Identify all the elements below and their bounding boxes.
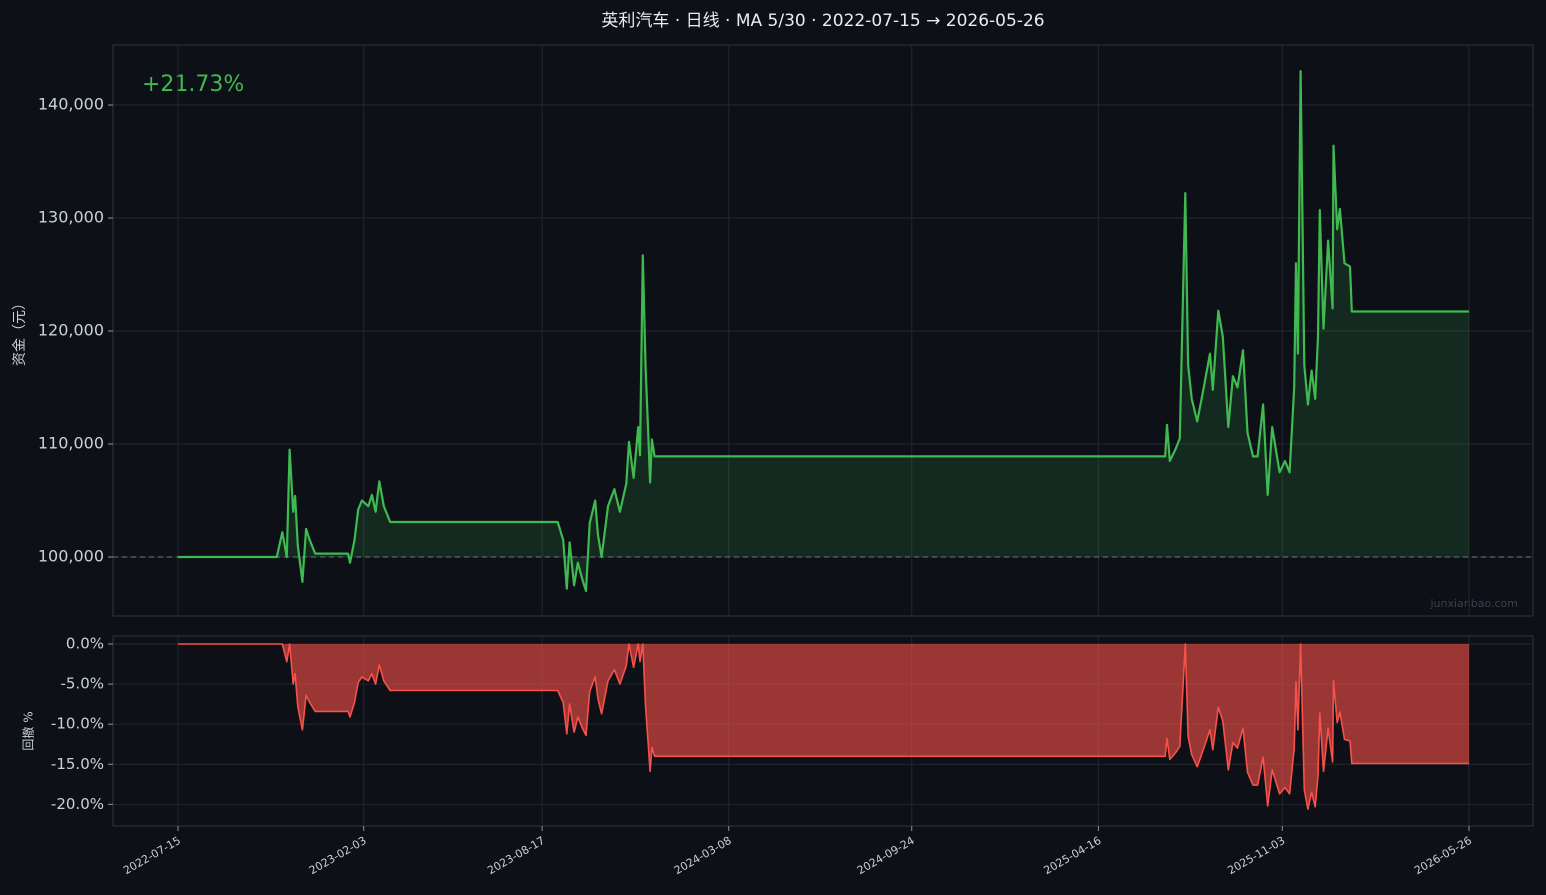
y-tick-label: -15.0% — [51, 755, 104, 773]
area-fill — [178, 71, 1469, 591]
area-fill — [178, 644, 1469, 810]
chart-title: 英利汽车 · 日线 · MA 5/30 · 2022-07-15 → 2026-… — [601, 11, 1044, 31]
y-tick-label: 110,000 — [38, 434, 104, 453]
return-annotation: +21.73% — [142, 72, 244, 97]
y-tick-label: 130,000 — [38, 208, 104, 227]
y-tick-label: 100,000 — [38, 547, 104, 566]
y-tick-label: -20.0% — [51, 795, 104, 813]
line — [178, 70, 1469, 592]
y-tick-label: 120,000 — [38, 321, 104, 340]
y-tick-label: -5.0% — [60, 675, 104, 693]
line — [178, 643, 1469, 810]
y-axis-label: 回撤 % — [21, 711, 36, 750]
watermark: junxianbao.com — [1429, 597, 1518, 610]
y-axis-label: 资金（元） — [12, 296, 28, 366]
y-tick-label: 0.0% — [66, 635, 104, 653]
y-tick-label: -10.0% — [51, 715, 104, 733]
y-tick-label: 140,000 — [38, 95, 104, 114]
